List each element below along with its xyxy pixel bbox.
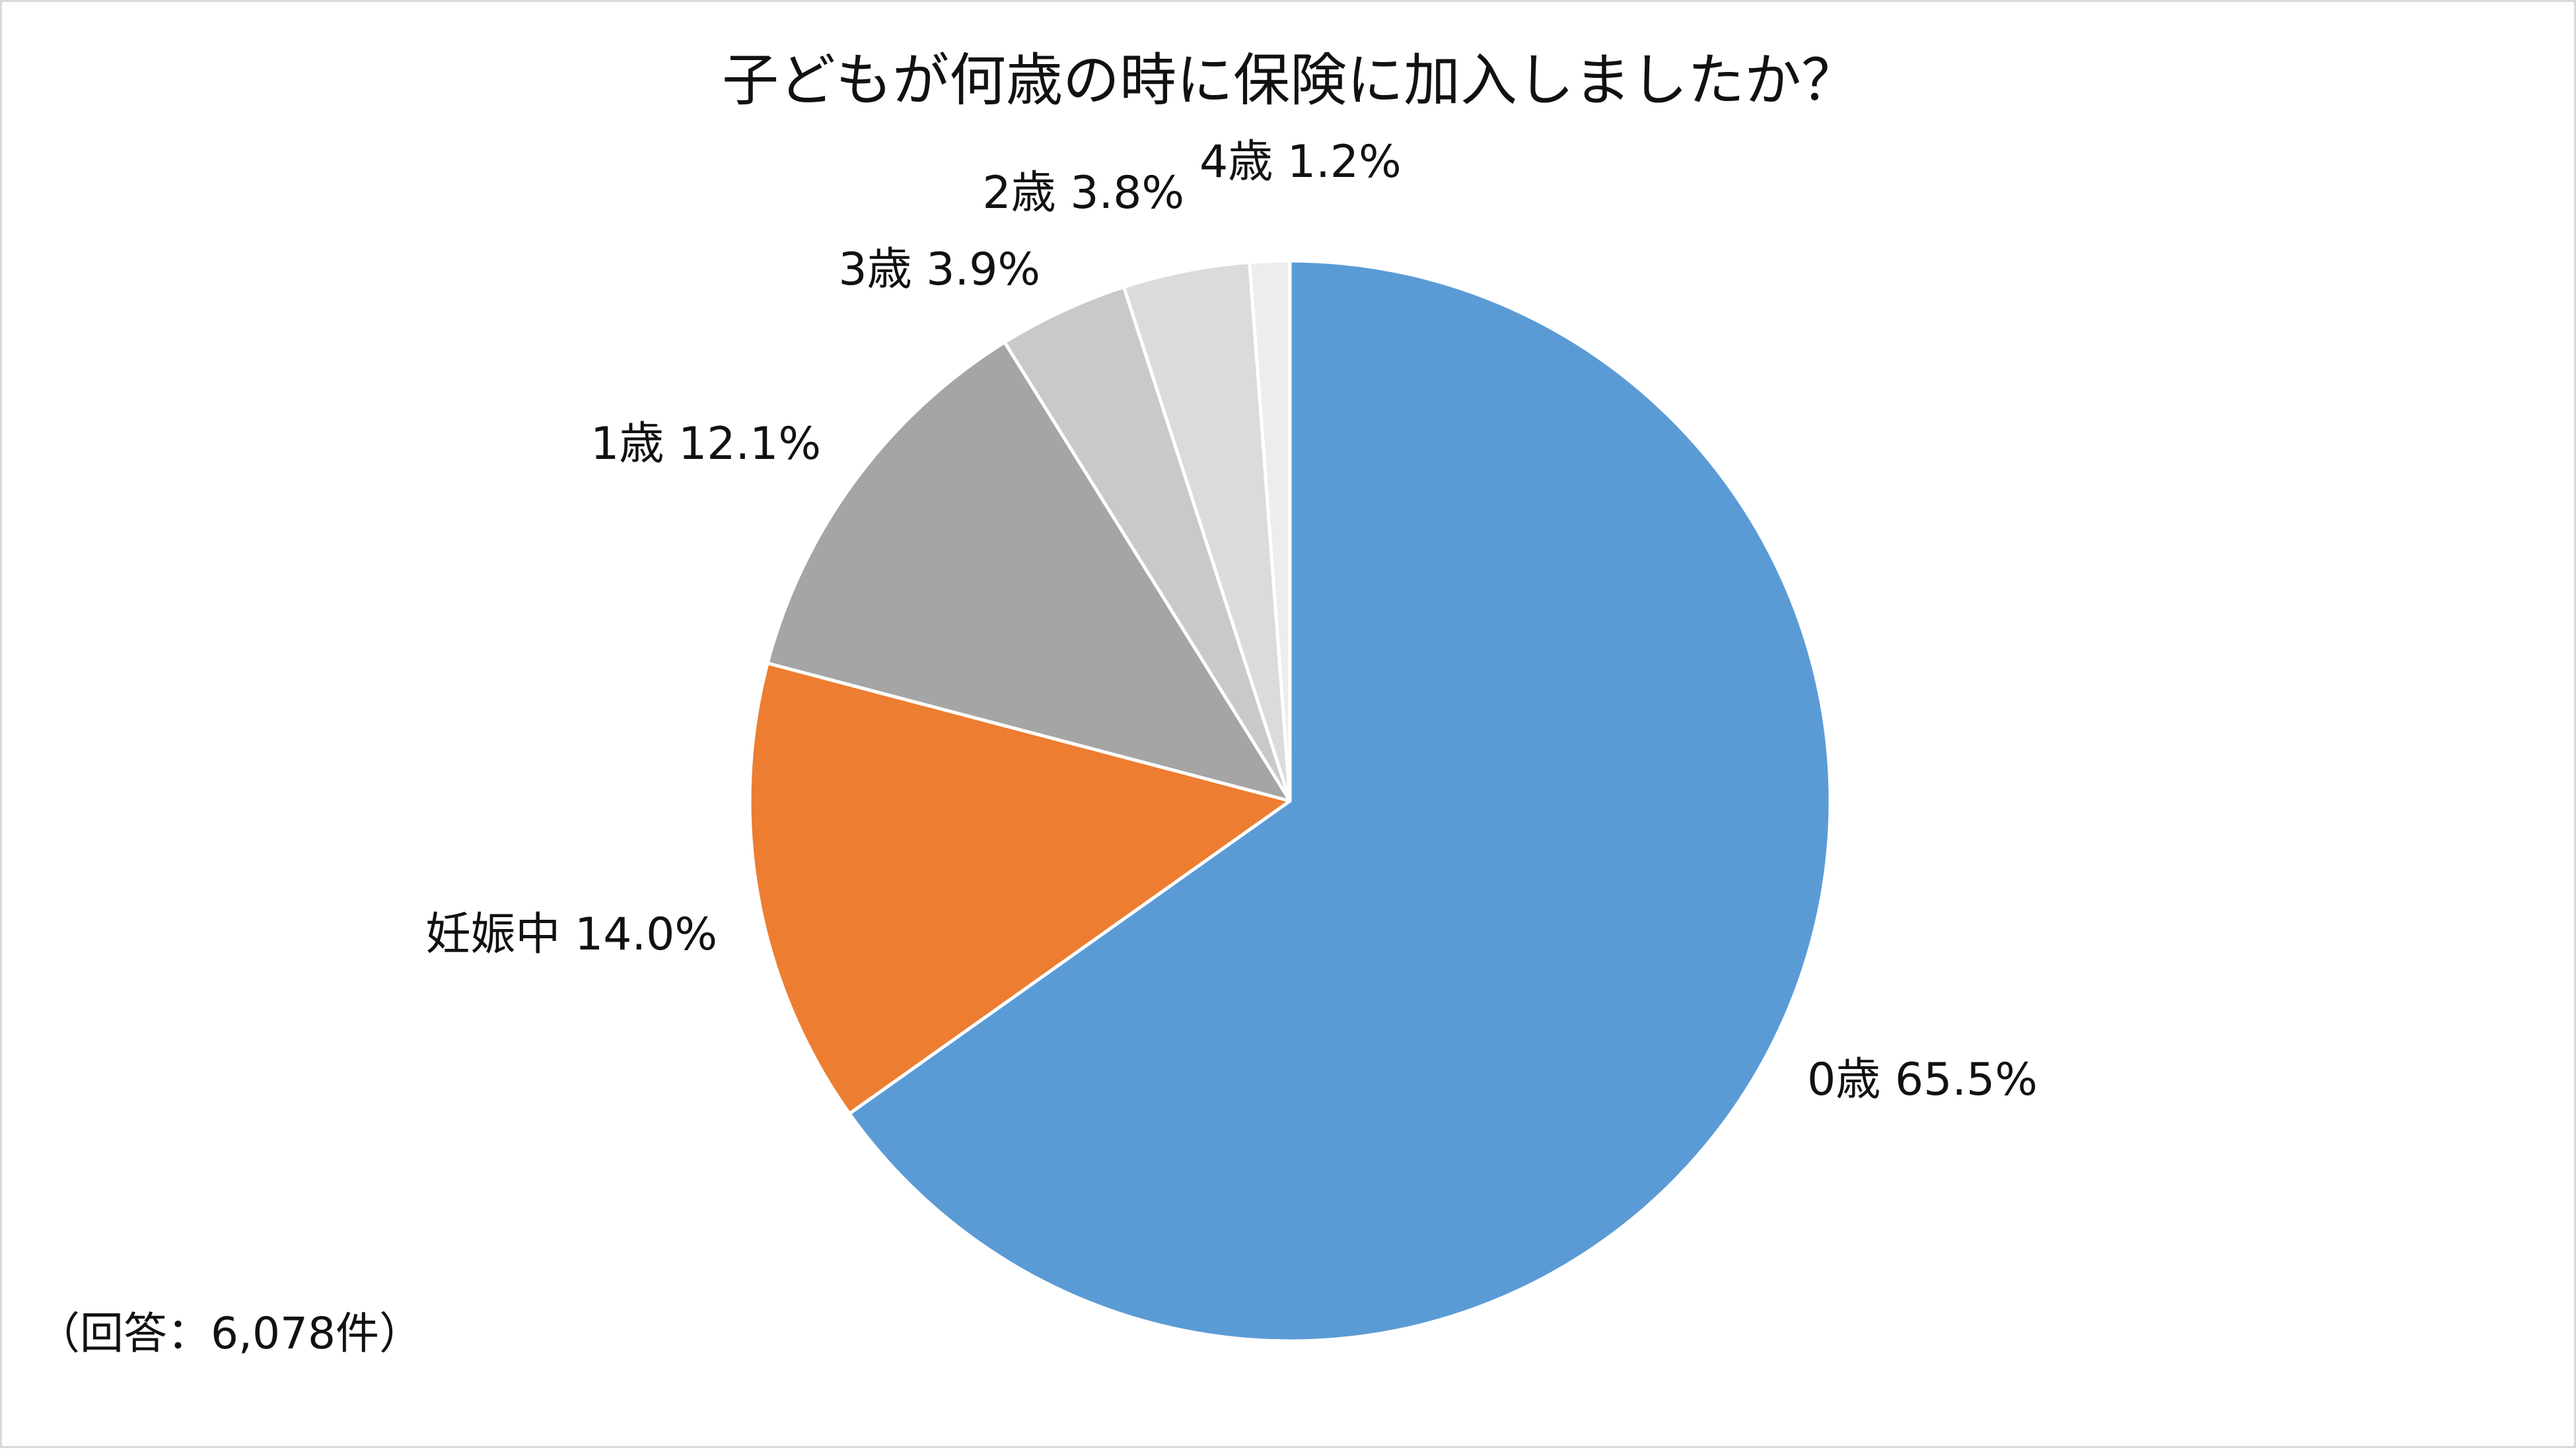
pie-slice-0: [847, 259, 1832, 1343]
slice-label-1: 妊娠中 14.0%: [425, 909, 717, 961]
response-count-note: （回答：6,078件）: [36, 1308, 423, 1359]
slice-label-0: 0歳 65.5%: [1807, 1054, 2038, 1106]
pie-slice-2: [766, 340, 1292, 803]
chart-title: 子どもが何歳の時に保険に加入しましたか？: [722, 48, 1858, 114]
pie-slices: [748, 259, 1832, 1343]
slice-label-2: 1歳 12.1%: [590, 418, 821, 470]
slice-label-5: 4歳 1.2%: [1199, 136, 1402, 188]
slice-label-4: 2歳 3.8%: [982, 167, 1184, 219]
slice-label-3: 3歳 3.9%: [838, 244, 1040, 296]
pie-slice-5: [1248, 259, 1292, 803]
slice-labels: 0歳 65.5% 妊娠中 14.0% 1歳 12.1% 3歳 3.9% 2歳 3.8% 4…: [425, 136, 2038, 1106]
pie-slice-4: [1122, 260, 1292, 803]
pie-slice-3: [1003, 285, 1292, 803]
pie-slice-1: [748, 661, 1292, 1116]
